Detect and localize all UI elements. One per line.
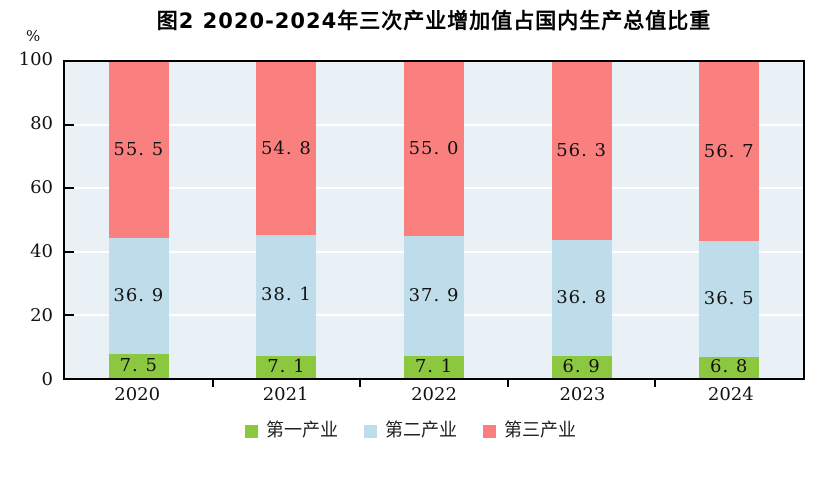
bar-segment-label: 7. 1 (414, 355, 454, 377)
x-tick-label-2020: 2020 (114, 384, 161, 405)
bar-segment-label: 6. 8 (710, 356, 749, 378)
x-axis-tick-4 (654, 380, 657, 387)
y-tick-label-60: 60 (30, 177, 53, 198)
legend-label: 第二产业 (385, 420, 457, 441)
plot-inner: 7. 5 36. 9 55. 5 7. 1 38. 1 54. 8 7. 1 37. 9 55.… (65, 62, 803, 387)
legend-marker-icon (483, 424, 496, 438)
legend-item-第一产业: 第一产业 (245, 422, 338, 440)
legend-item-第三产业: 第三产业 (483, 422, 576, 440)
y-axis-unit-label: % (26, 27, 41, 45)
bar-segment-label: 56. 3 (556, 139, 607, 161)
bar-segment-2021-第二产业: 38. 1 (256, 235, 317, 356)
bar-segment-2022-第二产业: 37. 9 (404, 235, 464, 356)
y-axis-tick-40 (65, 250, 74, 253)
bar-segment-2024-第一产业: 6. 8 (699, 356, 760, 378)
bar-2022: 7. 1 37. 9 55. 0 (404, 62, 464, 378)
bar-segment-label: 37. 9 (408, 284, 460, 306)
x-axis-tick-2 (359, 380, 362, 387)
bar-segment-label: 36. 5 (703, 287, 755, 309)
bar-2023: 6. 9 36. 8 56. 3 (551, 62, 612, 378)
bar-2024: 6. 8 36. 5 56. 7 (699, 62, 760, 378)
bar-segment-2021-第一产业: 7. 1 (256, 355, 317, 378)
bar-segment-2020-第三产业: 55. 5 (108, 62, 169, 238)
bar-2021: 7. 1 38. 1 54. 8 (256, 62, 317, 378)
y-axis-tick-60 (65, 187, 74, 190)
bar-segment-2024-第三产业: 56. 7 (699, 62, 760, 242)
bar-segment-2023-第二产业: 36. 8 (551, 239, 612, 357)
bar-segment-2023-第三产业: 56. 3 (551, 62, 612, 240)
y-axis-tick-20 (65, 313, 74, 316)
y-tick-label-20: 20 (30, 305, 53, 326)
y-tick-label-80: 80 (30, 113, 53, 134)
legend-marker-icon (245, 424, 258, 438)
x-tick-label-2022: 2022 (411, 384, 457, 405)
bar-segment-label: 36. 9 (113, 285, 165, 307)
y-tick-label-0: 0 (41, 369, 53, 390)
bar-segment-label: 36. 8 (556, 287, 607, 309)
bar-segment-label: 6. 9 (562, 356, 601, 378)
legend-marker-icon (364, 424, 377, 438)
bar-segment-2021-第三产业: 54. 8 (256, 62, 317, 236)
bar-2020: 7. 5 36. 9 55. 5 (108, 62, 169, 378)
x-tick-label-2023: 2023 (559, 384, 606, 405)
bar-segment-2022-第一产业: 7. 1 (404, 355, 464, 378)
chart-title: 图2 2020-2024年三次产业增加值占国内生产总值比重 (156, 9, 712, 33)
bar-segment-label: 54. 8 (260, 137, 312, 159)
legend-item-第二产业: 第二产业 (364, 422, 457, 440)
x-tick-label-2021: 2021 (262, 384, 309, 405)
x-axis-tick-1 (211, 380, 214, 387)
legend: 第一产业 第二产业 第三产业 (0, 422, 821, 440)
bar-segment-label: 7. 5 (119, 355, 158, 377)
y-axis-tick-labels: 0 20 40 60 80 100 (0, 51, 53, 389)
bar-segment-label: 7. 1 (267, 355, 306, 377)
legend-label: 第三产业 (504, 420, 576, 441)
y-axis-tick-80 (65, 124, 74, 127)
x-axis-tick-labels: 2020 2021 2022 2023 2024 (63, 386, 805, 408)
bar-segment-label: 55. 5 (113, 139, 165, 161)
bar-segment-label: 56. 7 (703, 140, 755, 162)
bar-segment-label: 38. 1 (260, 284, 312, 306)
bar-segment-2023-第一产业: 6. 9 (551, 356, 612, 378)
bar-segment-2020-第二产业: 36. 9 (108, 237, 169, 355)
bar-segment-2022-第三产业: 55. 0 (404, 62, 464, 236)
bar-segment-2024-第二产业: 36. 5 (699, 241, 760, 357)
x-tick-label-2024: 2024 (707, 384, 754, 405)
bar-segment-2020-第一产业: 7. 5 (108, 354, 169, 378)
plot-area: 7. 5 36. 9 55. 5 7. 1 38. 1 54. 8 7. 1 37. 9 55.… (63, 60, 805, 387)
y-tick-label-100: 100 (18, 49, 53, 70)
y-tick-label-40: 40 (30, 241, 53, 262)
bar-segment-label: 55. 0 (408, 137, 460, 159)
legend-label: 第一产业 (266, 420, 338, 441)
x-axis-tick-3 (506, 380, 509, 387)
